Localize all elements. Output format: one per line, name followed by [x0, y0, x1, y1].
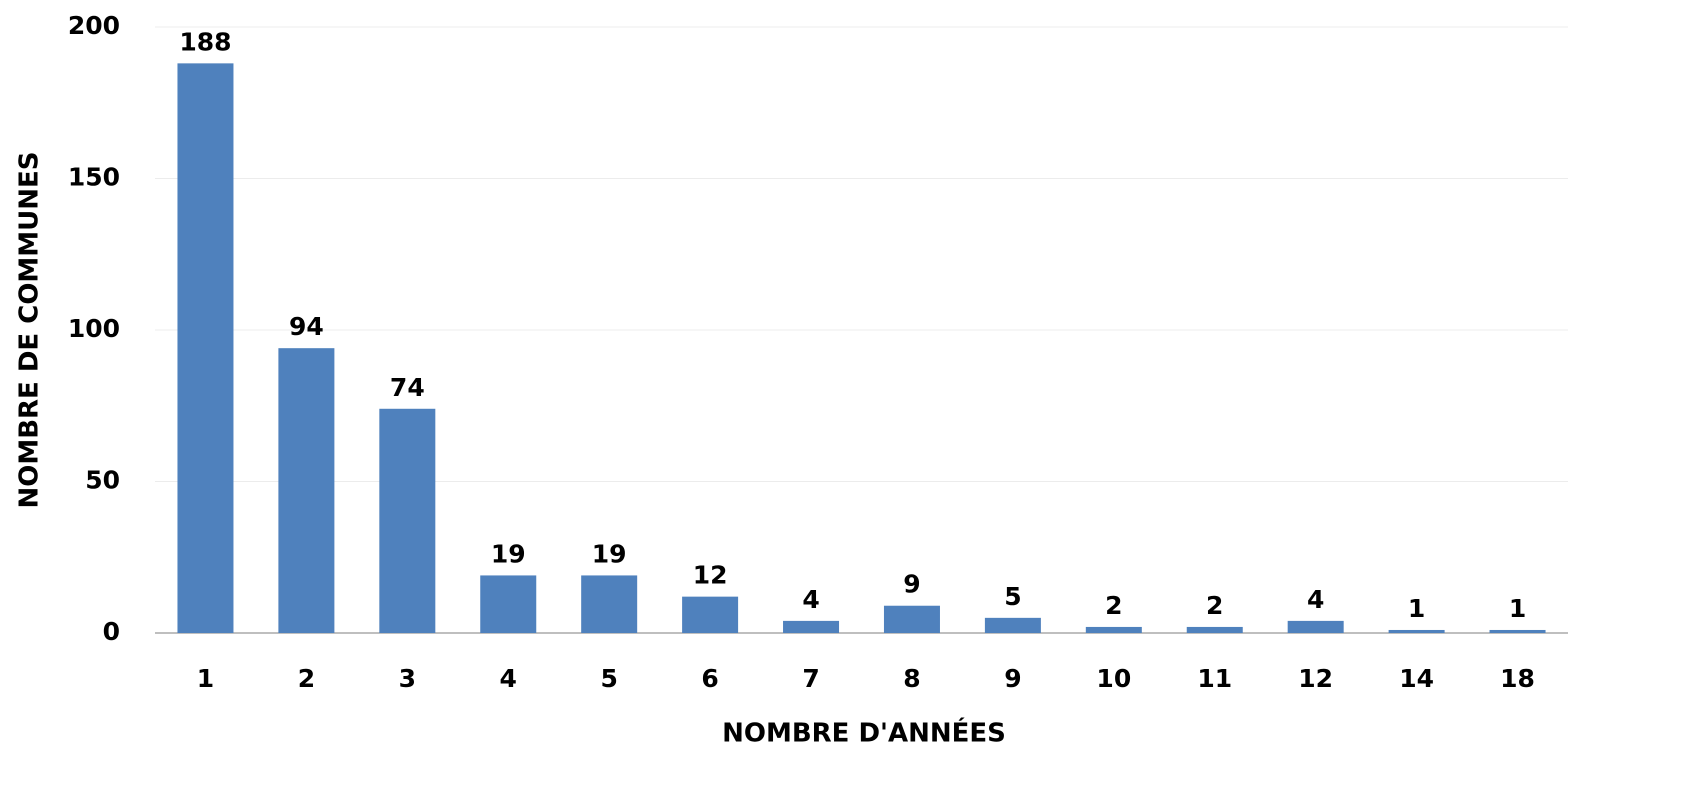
- y-tick-label: 200: [68, 11, 120, 40]
- x-tick-label: 7: [802, 664, 819, 693]
- x-tick-label: 11: [1197, 664, 1232, 693]
- bar: [480, 575, 537, 633]
- bar: [883, 605, 940, 633]
- data-label: 74: [390, 373, 425, 402]
- data-label: 12: [693, 561, 728, 590]
- bar: [682, 596, 739, 633]
- data-label: 2: [1206, 591, 1223, 620]
- data-label: 2: [1105, 591, 1122, 620]
- x-tick-label: 18: [1500, 664, 1535, 693]
- y-axis-title: NOMBRE DE COMMUNES: [15, 151, 45, 508]
- bar: [1186, 626, 1243, 633]
- bar: [783, 620, 840, 633]
- data-label: 4: [802, 585, 819, 614]
- data-label: 94: [289, 312, 324, 341]
- bar: [1085, 626, 1142, 633]
- bar: [177, 63, 234, 634]
- y-tick-label: 0: [103, 617, 120, 646]
- bar: [1489, 629, 1546, 633]
- x-tick-label: 6: [701, 664, 718, 693]
- data-label: 19: [592, 539, 627, 568]
- data-label: 9: [903, 570, 920, 599]
- x-tick-label: 8: [903, 664, 920, 693]
- bar: [379, 408, 436, 633]
- bar: [278, 348, 335, 633]
- y-tick-label: 150: [68, 163, 120, 192]
- data-label: 5: [1004, 582, 1021, 611]
- x-tick-label: 4: [500, 664, 517, 693]
- x-tick-label: 10: [1096, 664, 1131, 693]
- x-tick-label: 5: [600, 664, 617, 693]
- data-label: 188: [179, 27, 231, 56]
- x-tick-label: 1: [197, 664, 214, 693]
- y-tick-label: 100: [68, 314, 120, 343]
- x-axis-title: NOMBRE D'ANNÉES: [722, 717, 1006, 749]
- x-tick-label: 14: [1399, 664, 1434, 693]
- x-tick-label: 3: [399, 664, 416, 693]
- data-label: 1: [1509, 594, 1526, 623]
- x-tick-label: 2: [298, 664, 315, 693]
- bar: [984, 617, 1041, 633]
- x-tick-label: 9: [1004, 664, 1021, 693]
- data-label: 4: [1307, 585, 1324, 614]
- y-tick-label: 50: [85, 466, 120, 495]
- bar: [581, 575, 638, 633]
- bar: [1287, 620, 1344, 633]
- data-label: 1: [1408, 594, 1425, 623]
- data-label: 19: [491, 539, 526, 568]
- bar: [1388, 629, 1445, 633]
- x-tick-label: 12: [1298, 664, 1333, 693]
